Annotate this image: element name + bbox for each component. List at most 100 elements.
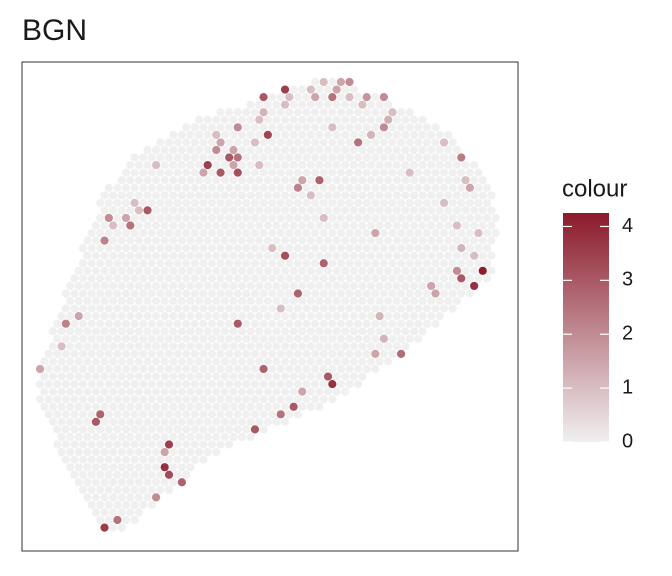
spot — [182, 349, 191, 358]
spot — [74, 478, 83, 487]
spot — [444, 160, 453, 170]
spot — [164, 274, 174, 283]
spot — [70, 349, 79, 358]
spot — [130, 304, 139, 313]
spot — [366, 251, 376, 260]
spot — [212, 130, 221, 139]
spot — [100, 478, 109, 487]
spot — [276, 108, 285, 117]
spot — [384, 145, 393, 155]
spot — [470, 281, 479, 291]
spot — [358, 145, 367, 155]
spot — [315, 402, 324, 411]
spot — [44, 410, 53, 419]
spot — [457, 213, 466, 223]
spot — [169, 447, 178, 457]
spot — [280, 372, 290, 381]
spot — [354, 153, 363, 162]
spot — [461, 266, 470, 275]
spot — [177, 372, 186, 381]
spot — [246, 296, 255, 306]
colorbar-label: 2 — [622, 323, 633, 345]
spot — [268, 153, 277, 162]
spot — [109, 221, 118, 230]
spot — [152, 251, 161, 260]
spot — [263, 100, 272, 109]
spot — [379, 183, 388, 192]
spot — [268, 274, 277, 283]
spot — [207, 168, 217, 177]
spot — [457, 168, 466, 177]
spot — [160, 372, 169, 381]
spot — [384, 221, 393, 230]
spot — [220, 191, 229, 200]
spot — [396, 108, 406, 117]
spot — [212, 432, 221, 442]
spot — [401, 236, 410, 245]
spot — [233, 198, 242, 207]
spot — [444, 191, 453, 200]
spot — [418, 206, 427, 215]
spot — [104, 198, 113, 207]
spot — [177, 160, 186, 170]
spot — [113, 349, 122, 358]
spot — [220, 312, 229, 321]
spot — [431, 304, 440, 313]
spot — [341, 221, 350, 230]
spot — [169, 372, 178, 381]
spot — [375, 100, 384, 109]
spot — [302, 213, 311, 223]
spot — [186, 266, 195, 275]
spot — [216, 319, 225, 328]
spot — [139, 289, 148, 298]
spot — [250, 228, 260, 238]
spot — [379, 198, 388, 207]
spot — [164, 289, 174, 298]
spot — [104, 379, 113, 389]
spot — [293, 138, 303, 147]
spot — [212, 387, 221, 396]
spot — [315, 85, 324, 94]
spot — [177, 327, 186, 336]
spot — [91, 296, 101, 306]
spot — [203, 130, 212, 139]
spot — [242, 274, 251, 283]
spot — [250, 319, 260, 328]
spot — [212, 327, 221, 336]
spot — [315, 327, 324, 336]
spot — [409, 266, 419, 275]
spot — [173, 379, 182, 389]
spot — [457, 198, 466, 207]
spot — [113, 485, 122, 494]
spot — [255, 191, 264, 200]
spot — [117, 236, 126, 245]
spot — [358, 312, 367, 321]
spot — [379, 93, 388, 102]
spot — [53, 349, 62, 358]
spot — [414, 198, 423, 207]
spot — [152, 266, 161, 275]
spot — [216, 213, 225, 223]
spot — [332, 327, 341, 336]
spot — [143, 251, 152, 260]
spot — [152, 372, 161, 381]
spot — [160, 327, 169, 336]
spot — [104, 470, 113, 479]
spot — [96, 259, 105, 268]
spot — [379, 349, 388, 358]
spot — [328, 228, 337, 238]
spot — [237, 266, 247, 275]
spot — [207, 364, 217, 374]
spot — [242, 108, 251, 117]
spot — [311, 108, 320, 117]
spot — [452, 251, 462, 260]
spot — [427, 130, 436, 139]
spot — [216, 108, 225, 117]
spot — [336, 213, 346, 223]
spot — [186, 176, 195, 185]
spot — [156, 485, 165, 494]
spot — [139, 319, 148, 328]
spot — [349, 191, 358, 200]
spot — [272, 221, 281, 230]
spot — [164, 379, 174, 389]
